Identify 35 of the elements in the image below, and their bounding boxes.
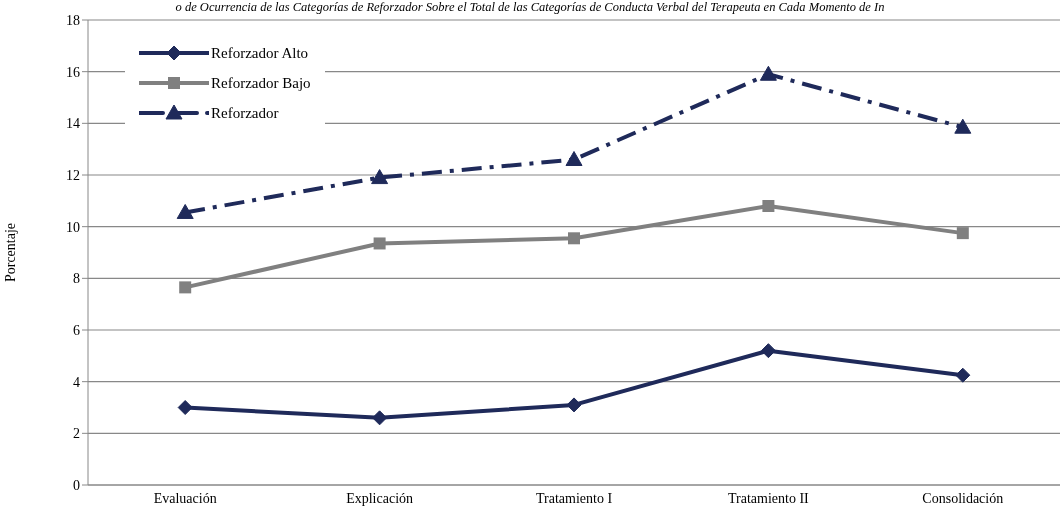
y-tick-label: 14 [66,116,80,132]
point [759,65,777,81]
y-tick-label: 12 [66,167,80,183]
point [954,118,972,134]
point [955,367,971,383]
legend-label: Reforzador Alto [211,44,309,62]
x-tick-label: Tratamiento II [728,490,810,506]
legend-label: Reforzador [211,104,279,122]
point [565,151,583,166]
x-tick-label: Evaluación [153,490,217,506]
point [372,410,388,426]
y-tick-label: 8 [73,271,80,287]
y-tick-label: 10 [66,219,80,235]
point [566,397,582,413]
y-tick-label: 6 [73,322,80,338]
point [371,169,389,185]
legend-label: Reforzador Bajo [211,74,311,92]
point [176,203,194,219]
point [762,200,775,212]
x-tick-label: Tratamiento I [535,490,613,506]
point [373,237,386,250]
y-tick-label: 4 [73,374,80,390]
point [760,343,776,359]
point [179,281,192,294]
y-tick-label: 16 [66,64,80,80]
y-tick-label: 18 [66,12,80,28]
point [956,227,969,240]
chart-title: o de Ocurrencia de las Categorías de Reforzador Sobre el Total de las Categorías de Conducta Verbal del Terapeuta en Cada Momento de In [175,0,885,14]
y-tick-label: 0 [73,477,80,493]
x-tick-label: Explicación [346,490,414,506]
point [568,232,580,245]
point [177,400,193,415]
y-axis-title: Porcentaje [2,222,18,283]
y-tick-label: 2 [73,426,80,442]
x-tick-label: Consolidación [922,490,1004,506]
